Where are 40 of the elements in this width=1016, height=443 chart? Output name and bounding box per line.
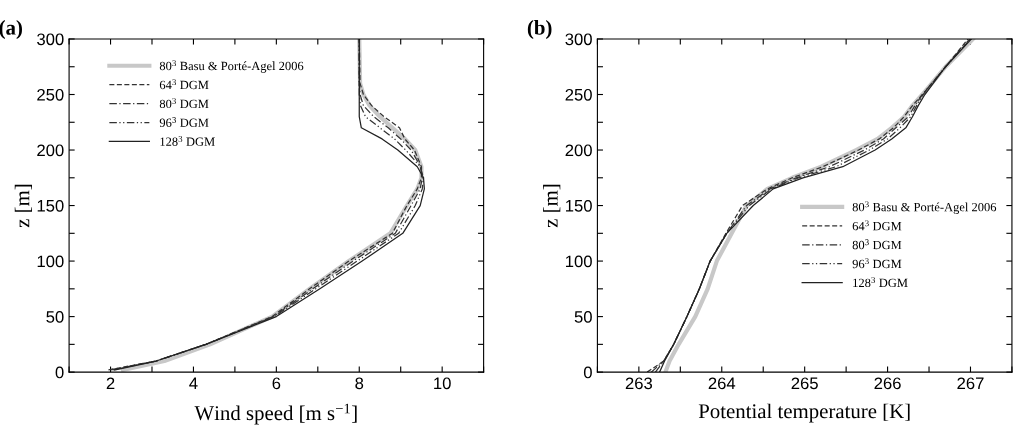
legend-label: 80$^{3}$ Basu & Porté-Agel 2006 (852, 201, 997, 214)
legend-label: 96$^{3}$ DGM (852, 258, 902, 269)
x-tick-label: 266 (874, 377, 901, 390)
legend-label: 64$^{3}$ DGM (159, 79, 209, 90)
chart-title: (b) (527, 20, 552, 39)
legend-label: 128$^{3}$ DGM (853, 277, 908, 288)
x-tick-label: 264 (708, 377, 736, 390)
y-axis-title: z [m] (543, 184, 561, 228)
x-tick-label: 267 (957, 377, 984, 390)
y-axis-title: z [m] (14, 184, 32, 228)
y-tick-label: 50 (574, 311, 592, 323)
legend-label: 80$^{3}$ DGM (159, 98, 209, 109)
y-tick-label: 150 (566, 199, 592, 212)
legend-label: 64$^{3}$ DGM (852, 220, 902, 231)
x-axis-title: Potential temperature [K] (698, 403, 910, 423)
y-tick-label: 100 (37, 255, 64, 268)
legend-label: 80$^{3}$ DGM (852, 239, 902, 250)
y-tick-label: 200 (565, 144, 592, 157)
y-tick-label: 250 (37, 88, 64, 101)
y-tick-label: 100 (566, 255, 592, 268)
x-tick-label: 8 (355, 377, 364, 390)
y-tick-label: 50 (46, 311, 64, 323)
legend-label: 80$^{3}$ Basu & Porté-Agel 2006 (159, 60, 304, 73)
x-axis-title: Wind speed [m s$^{−1}$] (194, 403, 357, 425)
y-tick-label: 0 (583, 366, 592, 379)
x-tick-label: 4 (189, 377, 198, 390)
x-tick-label: 6 (272, 377, 281, 390)
y-tick-label: 150 (37, 199, 64, 212)
y-tick-label: 250 (565, 88, 592, 101)
legend-label: 96$^{3}$ DGM (159, 117, 209, 127)
y-tick-label: 0 (55, 366, 64, 379)
legend-label: 128$^{3}$ DGM (160, 135, 215, 146)
x-tick-label: 263 (625, 377, 653, 390)
chart-title: (a) (0, 20, 22, 39)
y-tick-label: 200 (37, 144, 64, 157)
x-tick-label: 265 (791, 377, 818, 390)
y-tick-label: 300 (565, 33, 592, 46)
x-tick-label: 10 (434, 377, 451, 390)
x-tick-label: 2 (106, 377, 115, 390)
y-tick-label: 300 (37, 33, 64, 46)
